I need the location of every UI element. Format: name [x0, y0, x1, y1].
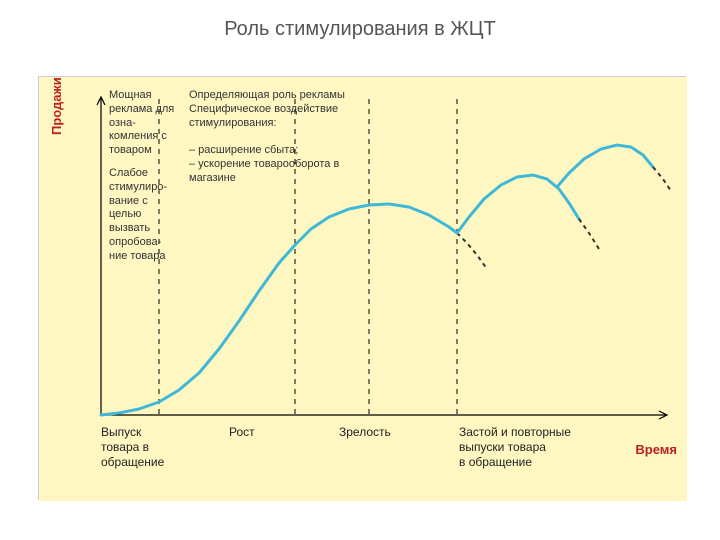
- stage-label-0: Выпуск товара в обращение: [101, 425, 164, 470]
- chart-title: Роль стимулирования в ЖЦТ: [0, 0, 720, 51]
- chart-container: Продажи Время Мощная реклама для озна- к…: [38, 76, 686, 500]
- stage-label-3: Застой и повторные выпуски товара в обра…: [459, 425, 571, 470]
- y-axis-label: Продажи: [49, 77, 64, 135]
- stage-label-2: Зрелость: [339, 425, 391, 440]
- x-axis-label: Время: [635, 442, 677, 457]
- annotation-1: Слабое стимулиро- вание с целью вызвать …: [109, 167, 175, 263]
- stage-label-1: Рост: [229, 425, 255, 440]
- annotation-2: Определяющая роль рекламы Специфическое …: [189, 89, 379, 185]
- annotation-0: Мощная реклама для озна- комления с това…: [109, 89, 175, 158]
